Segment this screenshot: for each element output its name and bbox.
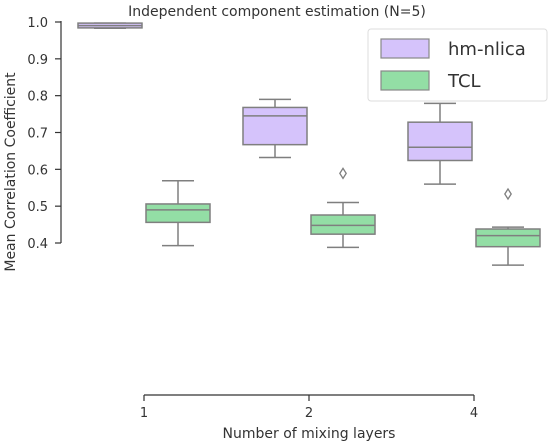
y-tick-label: 0.8 <box>27 90 48 105</box>
outlier-point <box>504 187 512 201</box>
box-tcl-1 <box>145 180 211 247</box>
y-tick-label: 0.7 <box>27 127 48 142</box>
y-axis-label: Mean Correlation Coefficient <box>3 72 19 272</box>
box-body <box>242 106 308 146</box>
box-body <box>475 228 541 248</box>
legend-label-hm-nlica: hm-nlica <box>448 39 526 60</box>
y-tick-label: 1.0 <box>27 16 48 31</box>
box-hm-nlica-4 <box>407 102 473 185</box>
x-axis-label: Number of mixing layers <box>223 426 396 442</box>
y-tick-label: 0.5 <box>27 200 48 215</box>
legend-swatch-tcl <box>380 70 430 91</box>
legend-label-tcl: TCL <box>447 71 481 92</box>
chart-title: Independent component estimation (N=5) <box>128 4 426 20</box>
box-tcl-2 <box>310 167 376 249</box>
box-body <box>145 203 211 224</box>
y-tick-label: 0.6 <box>27 163 48 178</box>
legend-swatch-hm-nlica <box>380 38 430 59</box>
x-tick-label: 1 <box>140 406 148 421</box>
legend: hm-nlica TCL <box>367 28 548 102</box>
box-hm-nlica-1 <box>77 22 143 30</box>
box-hm-nlica-2 <box>242 98 308 159</box>
x-tick-label: 2 <box>305 406 313 421</box>
box-tcl-4 <box>475 187 541 266</box>
y-axis-ticks: 0.4 0.5 0.6 0.7 0.8 0.9 1.0 <box>27 16 61 252</box>
y-tick-label: 0.4 <box>27 237 48 252</box>
box-body <box>407 121 473 162</box>
outlier-point <box>339 167 347 180</box>
x-axis-ticks: 1 2 4 <box>140 395 478 421</box>
box-plots <box>77 22 541 266</box>
x-tick-label: 4 <box>470 406 478 421</box>
y-tick-label: 0.9 <box>27 53 48 68</box>
